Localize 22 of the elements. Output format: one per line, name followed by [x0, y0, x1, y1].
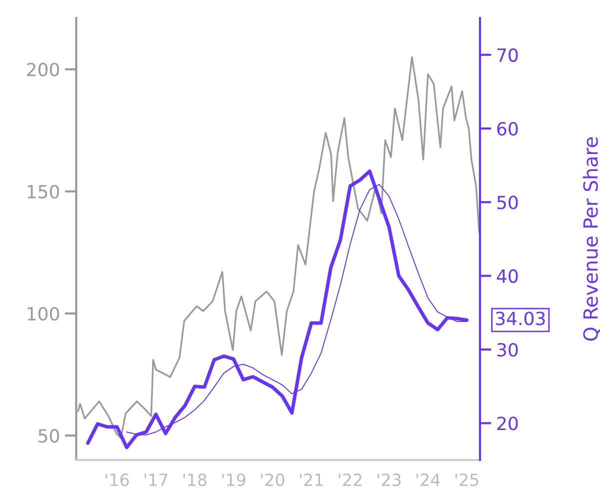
x-tick-label: '22: [338, 473, 362, 486]
x-tick-label: '16: [106, 473, 129, 486]
y2-tick-label: 40: [496, 269, 518, 283]
y-tick-label: 200: [27, 62, 60, 76]
y-tick-label: 100: [28, 306, 60, 321]
y2-tick-label: 60: [497, 122, 518, 136]
x-tick-label: '21: [300, 473, 323, 486]
y-tick-label: 50: [38, 429, 60, 443]
x-tick-label: '25: [455, 473, 478, 486]
y2-tick-label: 70: [497, 48, 518, 62]
y2-tick-label: 20: [497, 416, 518, 430]
y2-tick-label: 30: [497, 342, 518, 357]
y2-tick-label: 50: [497, 196, 518, 210]
x-tick-label: '18: [183, 473, 206, 486]
y-tick-label: 150: [28, 184, 60, 198]
x-tick-label: '20: [261, 473, 284, 486]
x-tick-label: '19: [222, 473, 246, 486]
x-tick-label: '23: [378, 473, 401, 486]
x-tick-label: '17: [144, 474, 168, 486]
text: 34.03: [496, 312, 545, 326]
x-tick-label: '24: [416, 473, 440, 486]
y2-axis-title: Q Revenue Per Share: [582, 137, 600, 341]
